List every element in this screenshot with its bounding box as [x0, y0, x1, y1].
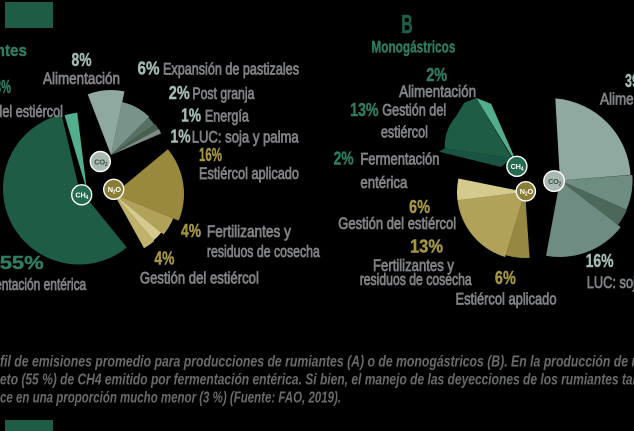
svg-text:6%: 6% [409, 197, 430, 217]
svg-text:2%: 2% [169, 83, 190, 103]
svg-text:eto (55 %) de CH4 emitido por: eto (55 %) de CH4 emitido por fermentaci… [0, 372, 634, 389]
svg-text:Estiércol aplicado: Estiércol aplicado [199, 164, 299, 183]
svg-text:Fertilizantes y: Fertilizantes y [207, 222, 291, 241]
svg-text:B: B [401, 9, 413, 39]
svg-text:39%: 39% [625, 71, 634, 91]
svg-text:Rumiantes: Rumiantes [0, 41, 27, 60]
svg-text:Gestión del estiércol: Gestión del estiércol [0, 102, 63, 121]
svg-text:estiércol: estiércol [381, 123, 428, 142]
svg-text:Post granja: Post granja [192, 84, 254, 103]
svg-text:13%: 13% [350, 100, 379, 120]
svg-text:Fermentación: Fermentación [360, 150, 439, 169]
svg-text:residuos de cosecha: residuos de cosecha [207, 242, 320, 261]
svg-text:13%: 13% [410, 237, 443, 257]
svg-text:residuos de cosecha: residuos de cosecha [360, 270, 472, 289]
svg-text:Fermentación entérica: Fermentación entérica [0, 275, 87, 294]
svg-text:2%: 2% [426, 65, 447, 85]
svg-text:Alimentación: Alimentación [399, 82, 476, 101]
svg-text:N2O: N2O [108, 185, 122, 196]
svg-text:ce en una proporción mucho men: ce en una proporción mucho menor (3 %) (… [0, 390, 341, 407]
svg-text:N2O: N2O [520, 187, 534, 198]
svg-text:LUC: soja y palma: LUC: soja y palma [587, 273, 634, 292]
svg-text:55%: 55% [0, 253, 44, 273]
svg-text:2%: 2% [334, 149, 354, 169]
svg-text:fil de emisiones promedio para: fil de emisiones promedio para produccio… [0, 354, 634, 371]
svg-text:Gestión del: Gestión del [382, 101, 446, 120]
svg-text:CH4: CH4 [75, 191, 88, 202]
svg-text:Expansión de pastizales: Expansión de pastizales [163, 60, 299, 79]
svg-text:Alimentación: Alimentación [43, 69, 120, 88]
svg-text:6%: 6% [138, 59, 160, 79]
svg-text:CO2: CO2 [94, 157, 108, 168]
svg-text:Gestión del estiércol: Gestión del estiércol [140, 269, 259, 288]
svg-text:1%: 1% [171, 127, 191, 147]
svg-text:Energía: Energía [205, 107, 249, 126]
svg-text:4%: 4% [154, 249, 174, 269]
svg-text:CH4: CH4 [511, 162, 524, 173]
svg-text:8%: 8% [72, 50, 92, 70]
svg-text:Fertilizantes y: Fertilizantes y [373, 256, 454, 275]
svg-text:entérica: entérica [360, 173, 407, 192]
svg-text:16%: 16% [586, 251, 614, 271]
svg-text:16%: 16% [199, 145, 222, 165]
svg-text:4%: 4% [181, 221, 201, 241]
svg-text:Estiércol aplicado: Estiércol aplicado [456, 290, 557, 309]
svg-text:Monogástricos: Monogástricos [371, 38, 455, 57]
svg-text:Alimentación: Alimentación [600, 90, 634, 109]
svg-text:1%: 1% [181, 106, 201, 126]
svg-text:CO2: CO2 [548, 177, 562, 188]
svg-text:LUC: soja y palma: LUC: soja y palma [192, 128, 299, 147]
svg-text:6%: 6% [495, 268, 516, 288]
svg-text:3%: 3% [0, 77, 11, 97]
svg-text:Gestión del estiércol: Gestión del estiércol [338, 214, 456, 233]
